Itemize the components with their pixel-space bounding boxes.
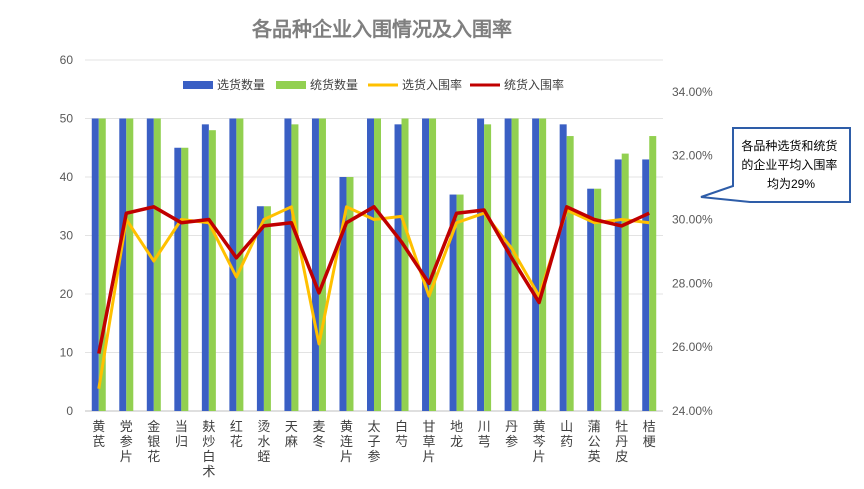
right-tick-label: 24.00% <box>672 404 713 418</box>
left-tick-label: 10 <box>60 346 74 360</box>
category-label: 黄连片 <box>340 419 353 464</box>
callout-box <box>700 127 851 203</box>
right-axis-ticks: 24.00% 26.00% 28.00% 30.00% 32.00% 34.00% <box>672 85 713 418</box>
right-tick-label: 34.00% <box>672 85 713 99</box>
bar-统货数量-太子参 <box>374 118 381 411</box>
bar-统货数量-黄芩片 <box>539 118 547 411</box>
legend-label: 选货入围率 <box>402 77 462 92</box>
category-label: 川芎 <box>478 419 491 449</box>
bar-统货数量-党参片 <box>126 118 134 411</box>
line-统货入围率 <box>97 205 650 354</box>
bar-统货数量-川芎 <box>484 124 492 411</box>
category-label: 山药 <box>560 419 573 449</box>
bar-统货数量-天麻 <box>291 124 299 411</box>
bar-选货数量-蒲公英 <box>587 188 595 411</box>
bar-选货数量-红花 <box>229 118 237 411</box>
bar-选货数量-党参片 <box>119 118 127 411</box>
left-axis-ticks: 0 10 20 30 40 50 60 <box>60 53 74 418</box>
callout-line-2: 的企业平均入围率 <box>741 157 837 172</box>
category-label: 桔梗 <box>643 419 656 449</box>
left-tick-label: 40 <box>60 170 74 184</box>
bar-统货数量-金银花 <box>153 118 161 411</box>
bar-选货数量-黄芪 <box>91 118 99 411</box>
left-tick-label: 30 <box>60 229 74 243</box>
bar-选货数量-牡丹皮 <box>614 159 622 411</box>
bar-选货数量-川芎 <box>477 118 485 411</box>
bar-选货数量-桔梗 <box>642 159 650 411</box>
legend: 选货数量 统货数量 选货入围率 统货入围率 <box>183 77 564 92</box>
callout-line-3: 均为29% <box>767 177 815 191</box>
category-label: 牡丹皮 <box>615 419 628 464</box>
left-tick-label: 50 <box>60 112 74 126</box>
category-label: 地龙 <box>450 419 463 449</box>
bar-选货数量-天麻 <box>284 118 292 411</box>
bar-选货数量-太子参 <box>367 118 374 411</box>
right-tick-label: 32.00% <box>672 149 713 163</box>
category-label: 白芍 <box>395 419 408 449</box>
bar-统货数量-黄连片 <box>346 177 354 411</box>
category-label: 太子参 <box>367 419 380 464</box>
category-label: 当归 <box>175 419 188 449</box>
left-tick-label: 60 <box>60 53 74 67</box>
bar-选货数量-地龙 <box>449 194 457 411</box>
bar-统货数量-白芍 <box>401 118 409 411</box>
bar-统货数量-烫水蛭 <box>263 206 271 411</box>
right-tick-label: 30.00% <box>672 213 713 227</box>
bar-选货数量-甘草片 <box>422 118 430 411</box>
legend-label: 选货数量 <box>217 77 265 92</box>
chart-title: 各品种企业入围情况及入围率 <box>251 17 512 41</box>
bar-选货数量-白芍 <box>394 124 402 411</box>
bar-统货数量-当归 <box>181 147 189 411</box>
bars <box>91 118 657 412</box>
bar-选货数量-黄芩片 <box>532 118 540 411</box>
bar-统货数量-红花 <box>236 118 244 411</box>
callout-line-1: 各品种选货和统货 <box>741 138 837 153</box>
category-label: 黄芪 <box>92 419 105 449</box>
category-label: 麦冬 <box>312 419 325 449</box>
callout: 各品种选货和统货 的企业平均入围率 均为29% <box>700 127 851 203</box>
bar-选货数量-丹参 <box>504 118 512 411</box>
category-label: 烫水蛭 <box>257 419 270 464</box>
left-tick-label: 0 <box>66 404 73 418</box>
category-label: 黄芩片 <box>533 419 546 464</box>
bar-选货数量-金银花 <box>146 118 154 411</box>
category-label: 红花 <box>230 419 243 449</box>
bar-选货数量-烫水蛭 <box>256 206 264 411</box>
category-label: 党参片 <box>120 419 133 464</box>
svg-text:各品种选货和统货 的企业平均入围率: 各品种选货和统货 的企业平均入围率 均为29% <box>741 138 840 191</box>
category-label: 天麻 <box>285 419 298 449</box>
bar-选货数量-麦冬 <box>311 118 319 411</box>
bar-统货数量-甘草片 <box>429 118 437 411</box>
category-label: 麸炒白术 <box>202 419 215 479</box>
right-tick-label: 26.00% <box>672 340 713 354</box>
bar-统货数量-蒲公英 <box>594 188 602 411</box>
legend-label: 统货入围率 <box>504 77 564 92</box>
legend-swatch <box>183 81 213 89</box>
rate-lines <box>97 205 650 389</box>
category-label: 蒲公英 <box>588 419 601 464</box>
category-label: 丹参 <box>505 419 518 449</box>
bar-选货数量-山药 <box>559 124 567 411</box>
bar-统货数量-牡丹皮 <box>621 153 629 411</box>
category-label: 金银花 <box>147 419 160 464</box>
bar-统货数量-地龙 <box>456 194 464 411</box>
bar-统货数量-黄芪 <box>98 118 106 411</box>
left-tick-label: 20 <box>60 287 74 301</box>
legend-swatch <box>276 81 306 89</box>
bar-统货数量-麦冬 <box>318 118 326 411</box>
bar-选货数量-黄连片 <box>339 177 347 411</box>
bar-统货数量-桔梗 <box>649 136 657 412</box>
category-label: 甘草片 <box>423 419 436 464</box>
bar-统货数量-山药 <box>566 136 574 412</box>
right-tick-label: 28.00% <box>672 276 713 290</box>
bar-统货数量-麸炒白术 <box>208 130 216 411</box>
bar-选货数量-麸炒白术 <box>201 124 209 411</box>
legend-label: 统货数量 <box>310 77 358 92</box>
bar-选货数量-当归 <box>174 147 182 411</box>
